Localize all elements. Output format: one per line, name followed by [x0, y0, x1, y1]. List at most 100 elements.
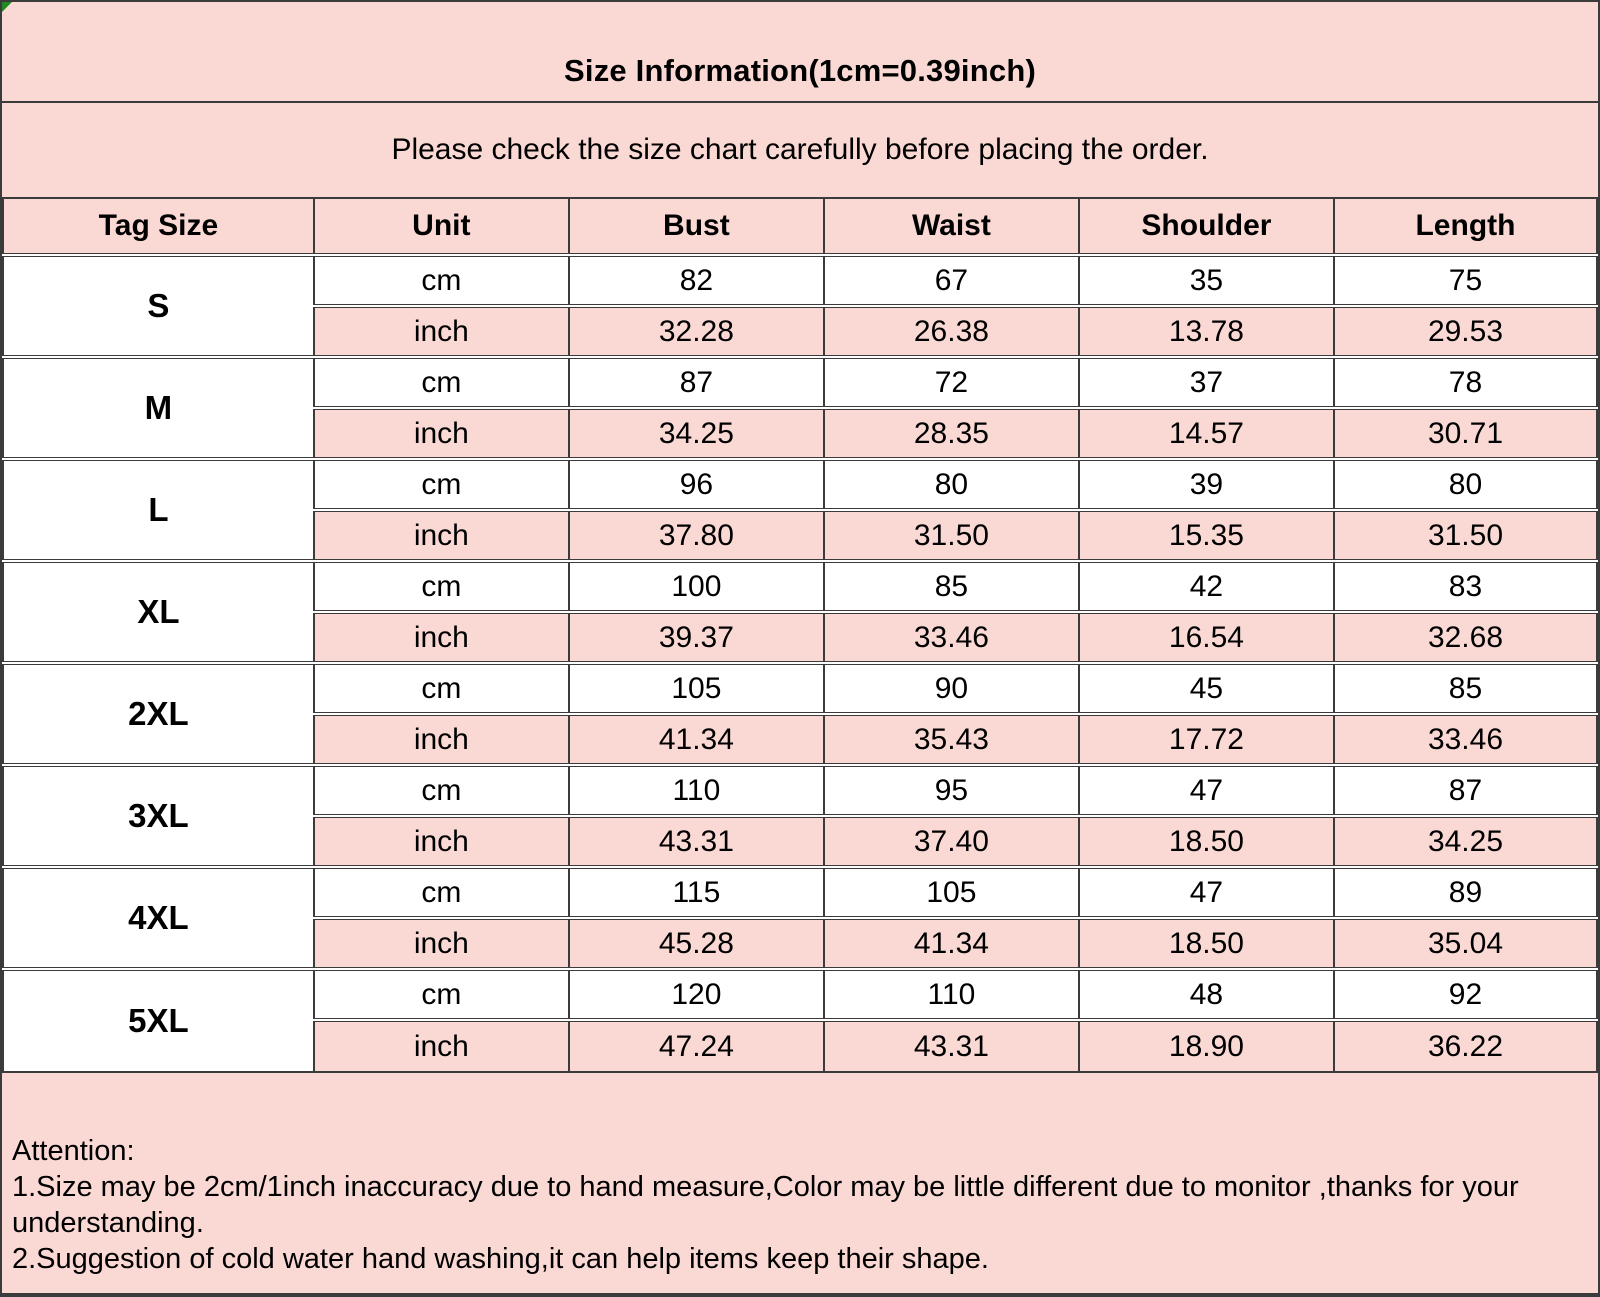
cell-value: 32.68	[1332, 610, 1598, 663]
cell-value: 31.50	[822, 508, 1080, 561]
cell-value: 110	[822, 967, 1080, 1020]
cell-value: 47	[1077, 865, 1335, 918]
table-row: inch 45.28 41.34 18.50 35.04	[3, 916, 1598, 969]
cell-value: 42	[1077, 559, 1335, 612]
table-row: inch 32.28 26.38 13.78 29.53	[3, 304, 1598, 357]
cell-value: 82	[567, 253, 825, 306]
table-row: inch 43.31 37.40 18.50 34.25	[3, 814, 1598, 867]
cell-value: 90	[822, 661, 1080, 714]
cell-value: 34.25	[1332, 814, 1598, 867]
cell-value: 18.90	[1077, 1018, 1335, 1071]
cell-value: 33.46	[1332, 712, 1598, 765]
cell-value: 37.80	[567, 508, 825, 561]
table-header-row: Tag Size Unit Bust Waist Shoulder Length	[2, 199, 1598, 257]
unit-label: cm	[312, 865, 570, 918]
column-header-length: Length	[1332, 199, 1598, 257]
column-header-shoulder: Shoulder	[1077, 199, 1335, 257]
column-header-unit: Unit	[312, 199, 570, 257]
cell-value: 18.50	[1077, 814, 1335, 867]
cell-value: 110	[567, 763, 825, 816]
cell-value: 80	[1332, 457, 1598, 510]
cell-value: 43.31	[567, 814, 825, 867]
cell-value: 15.35	[1077, 508, 1335, 561]
cell-value: 35	[1077, 253, 1335, 306]
size-label-s: S	[2, 253, 315, 357]
cell-value: 35.43	[822, 712, 1080, 765]
size-label-m: M	[2, 355, 315, 459]
cell-value: 47	[1077, 763, 1335, 816]
cell-value: 36.22	[1332, 1018, 1598, 1071]
unit-label: cm	[312, 355, 570, 408]
cell-value: 85	[822, 559, 1080, 612]
cell-value: 78	[1332, 355, 1598, 408]
size-label-2xl: 2XL	[2, 661, 315, 765]
table-row: inch 39.37 33.46 16.54 32.68	[3, 610, 1598, 663]
cell-value: 32.28	[567, 304, 825, 357]
cell-value: 35.04	[1332, 916, 1598, 969]
column-header-bust: Bust	[567, 199, 825, 257]
unit-label: cm	[312, 253, 570, 306]
cell-value: 45.28	[567, 916, 825, 969]
cell-value: 115	[567, 865, 825, 918]
cell-value: 39.37	[567, 610, 825, 663]
cell-value: 48	[1077, 967, 1335, 1020]
size-label-xl: XL	[2, 559, 315, 663]
cell-value: 37.40	[822, 814, 1080, 867]
cell-value: 105	[822, 865, 1080, 918]
unit-label: inch	[312, 916, 570, 969]
cell-value: 45	[1077, 661, 1335, 714]
table-row: inch 47.24 43.31 18.90 36.22	[3, 1018, 1598, 1071]
cell-value: 14.57	[1077, 406, 1335, 459]
green-corner-marker-icon	[2, 2, 12, 12]
attention-note-1: 1.Size may be 2cm/1inch inaccuracy due t…	[12, 1171, 1519, 1239]
cell-value: 26.38	[822, 304, 1080, 357]
cell-value: 105	[567, 661, 825, 714]
table-row: 3XL cm 110 95 47 87	[2, 763, 1598, 867]
unit-label: inch	[312, 610, 570, 663]
size-label-3xl: 3XL	[2, 763, 315, 867]
cell-value: 75	[1332, 253, 1598, 306]
table-row: M cm 87 72 37 78	[2, 355, 1598, 459]
cell-value: 47.24	[567, 1018, 825, 1071]
cell-value: 37	[1077, 355, 1335, 408]
cell-value: 67	[822, 253, 1080, 306]
table-row: L cm 96 80 39 80	[2, 457, 1598, 561]
cell-value: 72	[822, 355, 1080, 408]
cell-value: 18.50	[1077, 916, 1335, 969]
cell-value: 95	[822, 763, 1080, 816]
unit-label: inch	[312, 1018, 570, 1071]
cell-value: 41.34	[567, 712, 825, 765]
cell-value: 34.25	[567, 406, 825, 459]
unit-label: inch	[312, 406, 570, 459]
size-table: Tag Size Unit Bust Waist Shoulder Length…	[2, 199, 1598, 1071]
cell-value: 96	[567, 457, 825, 510]
cell-value: 100	[567, 559, 825, 612]
cell-value: 80	[822, 457, 1080, 510]
unit-label: inch	[312, 814, 570, 867]
table-row: inch 41.34 35.43 17.72 33.46	[3, 712, 1598, 765]
cell-value: 92	[1332, 967, 1598, 1020]
cell-value: 43.31	[822, 1018, 1080, 1071]
size-label-l: L	[2, 457, 315, 561]
cell-value: 87	[567, 355, 825, 408]
table-row: 2XL cm 105 90 45 85	[2, 661, 1598, 765]
cell-value: 89	[1332, 865, 1598, 918]
unit-label: cm	[312, 559, 570, 612]
table-row: inch 34.25 28.35 14.57 30.71	[3, 406, 1598, 459]
attention-title: Attention:	[12, 1135, 135, 1167]
cell-value: 17.72	[1077, 712, 1335, 765]
cell-value: 39	[1077, 457, 1335, 510]
table-row: S cm 82 67 35 75	[2, 253, 1598, 357]
size-label-5xl: 5XL	[2, 967, 315, 1071]
column-header-tag-size: Tag Size	[2, 199, 315, 257]
attention-notes: Attention: 1.Size may be 2cm/1inch inacc…	[2, 1071, 1598, 1293]
cell-value: 13.78	[1077, 304, 1335, 357]
cell-value: 30.71	[1332, 406, 1598, 459]
table-row: XL cm 100 85 42 83	[2, 559, 1598, 663]
cell-value: 16.54	[1077, 610, 1335, 663]
table-row: inch 37.80 31.50 15.35 31.50	[3, 508, 1598, 561]
subtitle-note: Please check the size chart carefully be…	[2, 103, 1598, 199]
column-header-waist: Waist	[822, 199, 1080, 257]
cell-value: 41.34	[822, 916, 1080, 969]
size-label-4xl: 4XL	[2, 865, 315, 969]
